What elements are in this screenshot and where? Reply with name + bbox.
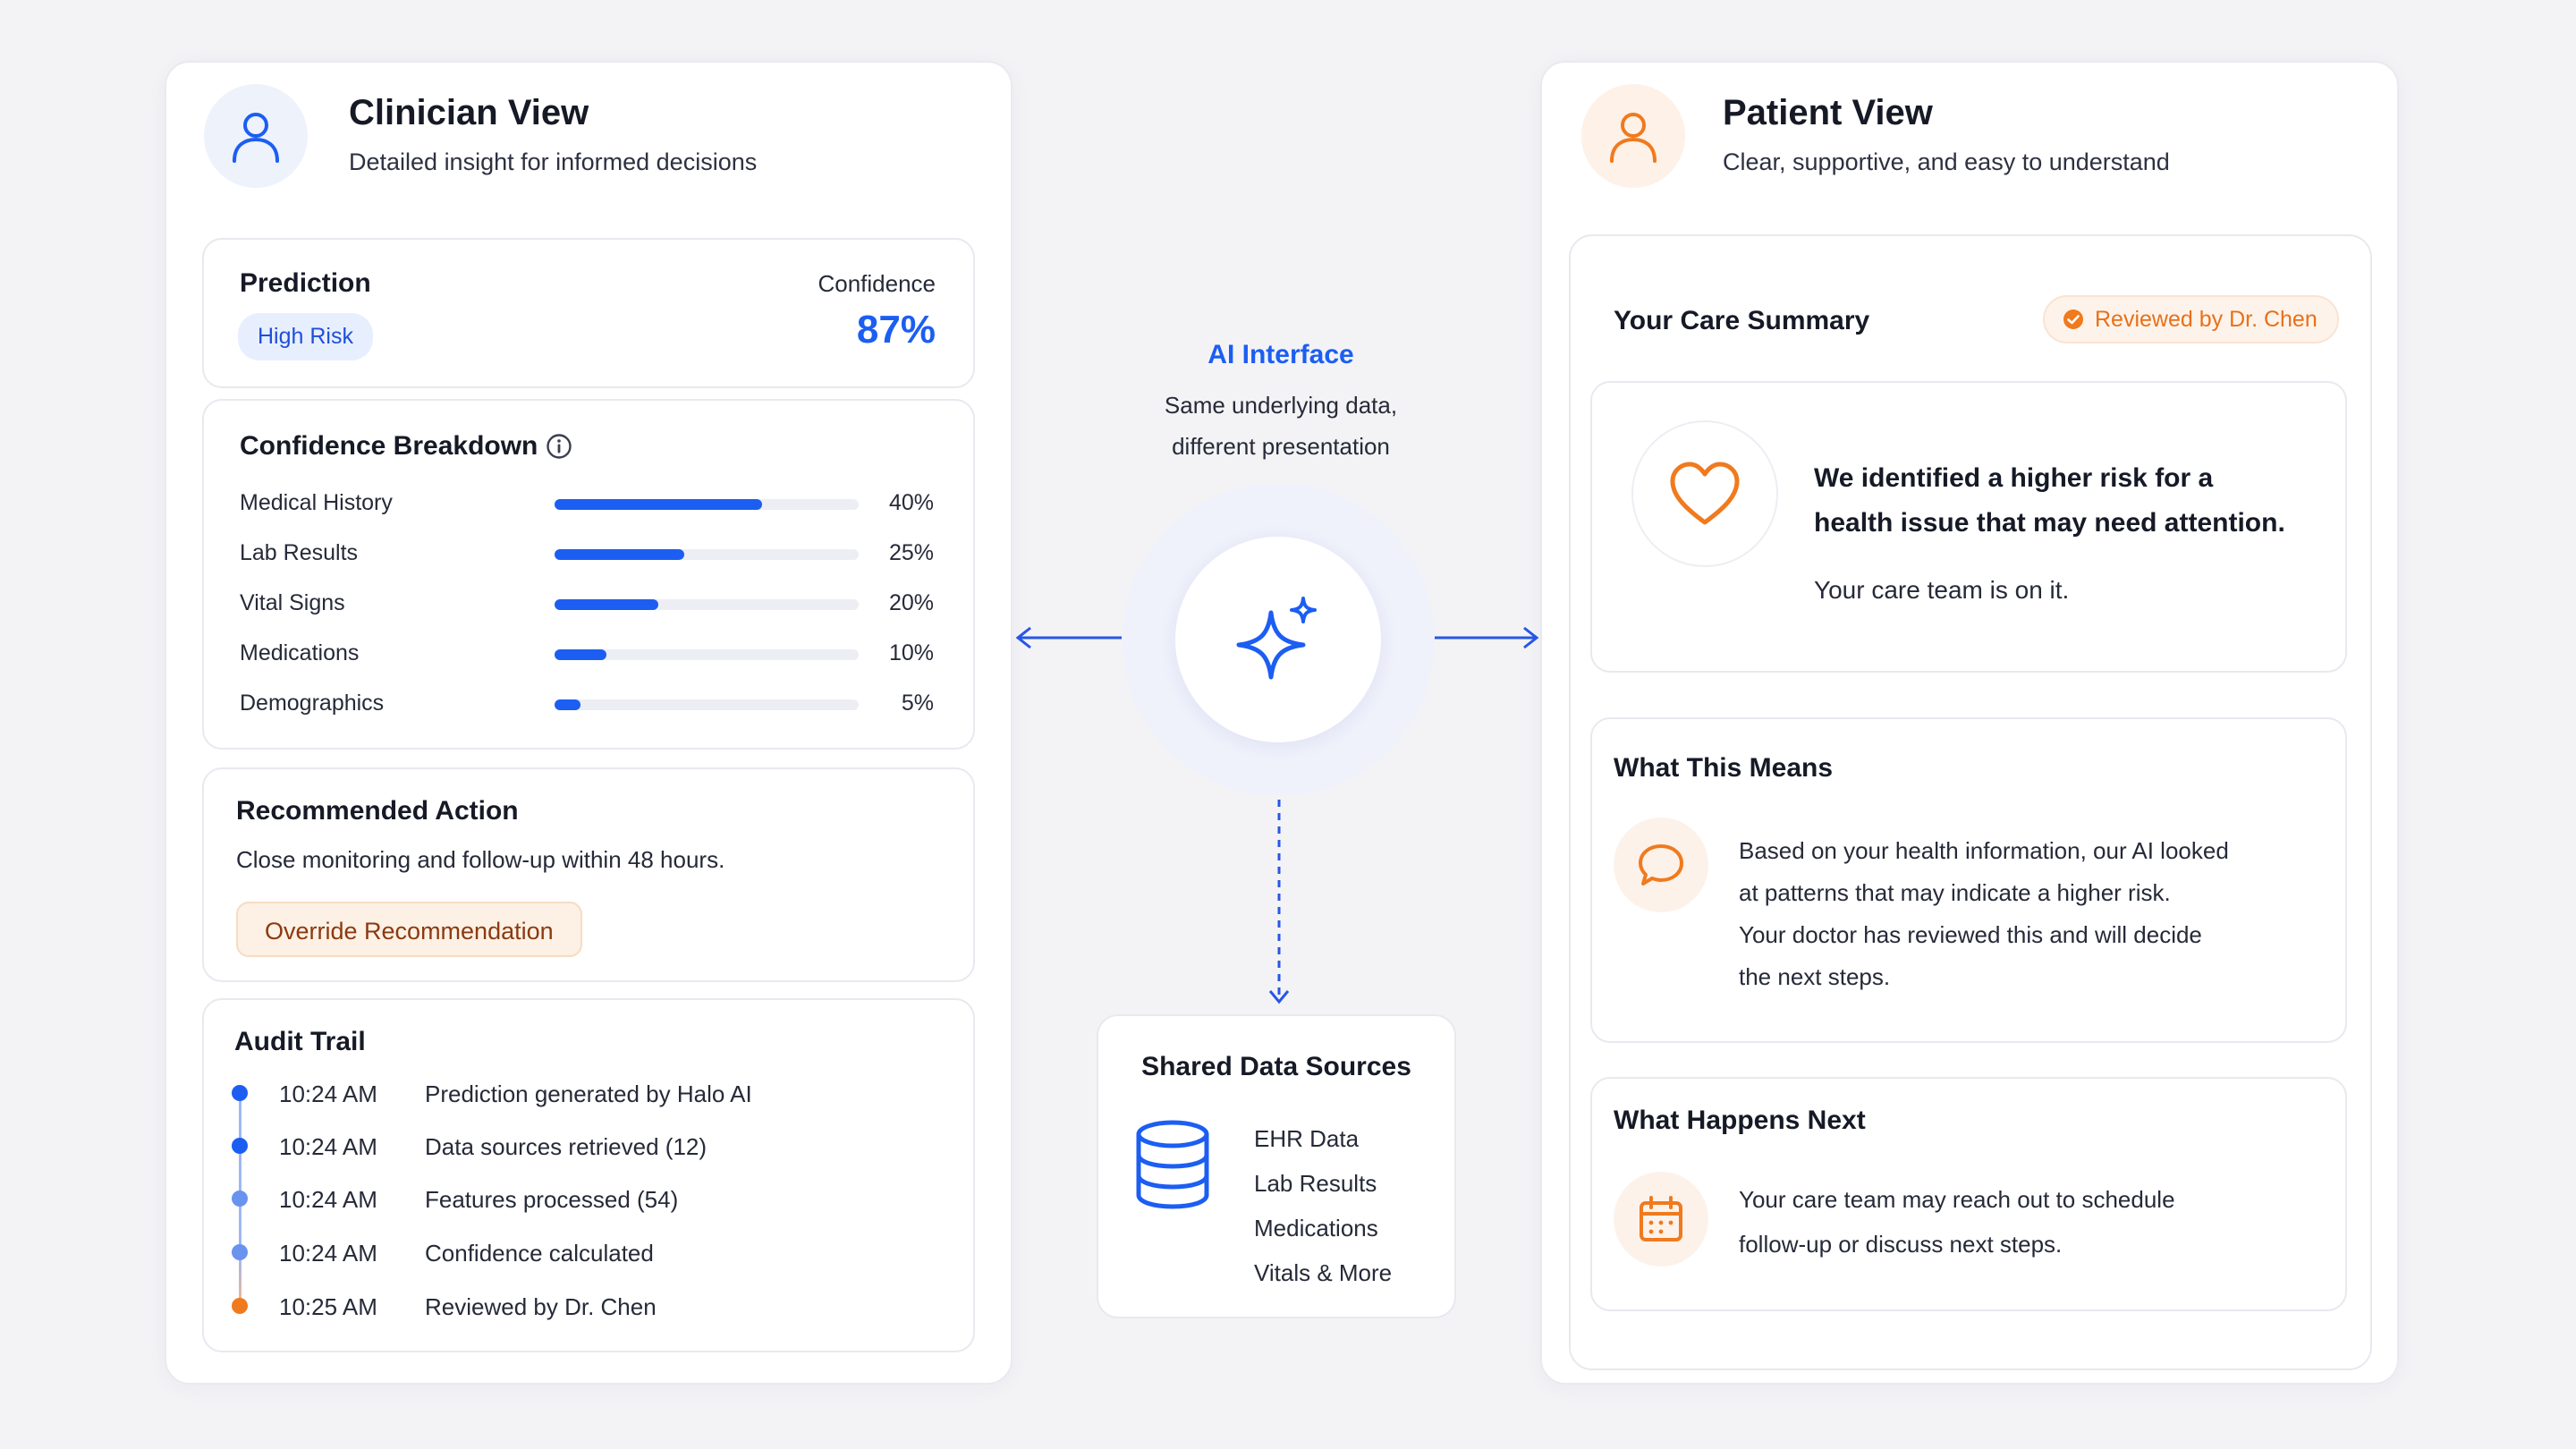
breakdown-bar-fill [555, 499, 762, 510]
care-summary-title: Your Care Summary [1614, 306, 1870, 335]
chat-bubble-icon [1639, 844, 1683, 886]
audit-time: 10:25 AM [279, 1293, 377, 1320]
breakdown-label: Lab Results [240, 540, 359, 565]
breakdown-bar-track [555, 549, 859, 560]
prediction-label: Prediction [240, 268, 371, 298]
arrow-left [1015, 626, 1122, 649]
what-next-line: follow-up or discuss next steps. [1739, 1231, 2063, 1258]
breakdown-label: Medications [240, 640, 360, 665]
what-means-line: the next steps. [1739, 963, 1891, 990]
ai-interface-line2: different presentation [1172, 433, 1390, 460]
info-icon[interactable] [546, 433, 572, 460]
what-means-card [1590, 717, 2347, 1043]
heart-icon [1670, 462, 1740, 525]
ai-interface-line1: Same underlying data, [1164, 392, 1398, 419]
shared-data-item: Lab Results [1254, 1170, 1377, 1197]
clinician-avatar [204, 84, 308, 188]
shared-data-item: EHR Data [1254, 1125, 1360, 1152]
calendar-icon [1640, 1196, 1682, 1241]
reviewed-badge: Reviewed by Dr. Chen [2043, 295, 2339, 343]
breakdown-card [202, 399, 975, 750]
breakdown-percent: 25% [888, 540, 934, 565]
audit-dot [232, 1191, 248, 1207]
breakdown-bar-track [555, 599, 859, 610]
breakdown-title: Confidence Breakdown [240, 431, 538, 461]
audit-text: Reviewed by Dr. Chen [425, 1293, 657, 1320]
breakdown-bar-fill [555, 549, 684, 560]
audit-dot [232, 1085, 248, 1101]
audit-dot [232, 1298, 248, 1314]
confidence-label: Confidence [818, 270, 936, 297]
shared-data-item: Vitals & More [1254, 1259, 1393, 1286]
breakdown-label: Medical History [240, 490, 393, 515]
arrow-right [1435, 626, 1539, 649]
breakdown-bar-track [555, 649, 859, 660]
patient-title: Patient View [1723, 93, 1933, 132]
override-recommendation-button[interactable]: Override Recommendation [236, 902, 582, 957]
risk-reassurance: Your care team is on it. [1814, 576, 2070, 604]
audit-text: Data sources retrieved (12) [425, 1133, 708, 1160]
calendar-circle [1614, 1172, 1708, 1267]
audit-dot [232, 1138, 248, 1154]
breakdown-bar-fill [555, 599, 658, 610]
audit-text: Confidence calculated [425, 1240, 654, 1267]
database-icon [1136, 1120, 1209, 1209]
patient-avatar [1581, 84, 1685, 188]
what-means-line: Your doctor has reviewed this and will d… [1739, 921, 2202, 948]
clinician-subtitle: Detailed insight for informed decisions [349, 148, 758, 175]
breakdown-bar-track [555, 699, 859, 710]
what-means-line: at patterns that may indicate a higher r… [1739, 879, 2171, 906]
audit-text: Features processed (54) [425, 1186, 679, 1213]
recommended-title: Recommended Action [236, 796, 519, 826]
breakdown-bar-fill [555, 649, 606, 660]
shared-data-item: Medications [1254, 1215, 1378, 1241]
confidence-value: 87% [856, 308, 936, 352]
audit-time: 10:24 AM [279, 1186, 377, 1213]
breakdown-label: Vital Signs [240, 590, 345, 615]
risk-heading-line1: We identified a higher risk for a [1814, 463, 2214, 493]
what-next-card [1590, 1077, 2347, 1311]
audit-card [202, 998, 975, 1352]
audit-time: 10:24 AM [279, 1133, 377, 1160]
user-icon [1610, 113, 1657, 163]
what-means-title: What This Means [1614, 753, 1834, 783]
shared-data-title: Shared Data Sources [1141, 1052, 1411, 1081]
breakdown-label: Demographics [240, 691, 385, 716]
risk-heading-line2: health issue that may need attention. [1814, 508, 2285, 538]
heart-circle [1631, 420, 1778, 567]
audit-time: 10:24 AM [279, 1080, 377, 1107]
breakdown-percent: 10% [888, 640, 934, 665]
clinician-title: Clinician View [349, 93, 589, 132]
check-circle-icon [2063, 309, 2083, 329]
recommended-text: Close monitoring and follow-up within 48… [236, 846, 725, 873]
what-means-line: Based on your health information, our AI… [1739, 837, 2229, 864]
audit-dot [232, 1244, 248, 1260]
sparkle-icon [1236, 597, 1317, 680]
user-icon [233, 113, 279, 163]
patient-subtitle: Clear, supportive, and easy to understan… [1723, 148, 2170, 175]
breakdown-bar-track [555, 499, 859, 510]
chat-circle [1614, 818, 1708, 912]
breakdown-percent: 20% [888, 590, 934, 615]
ai-interface-title: AI Interface [1208, 340, 1354, 369]
audit-time: 10:24 AM [279, 1240, 377, 1267]
reviewed-badge-label: Reviewed by Dr. Chen [2095, 306, 2318, 332]
what-next-title: What Happens Next [1614, 1106, 1866, 1135]
arrow-down-dashed [1268, 800, 1290, 1004]
breakdown-percent: 5% [901, 691, 934, 716]
audit-text: Prediction generated by Halo AI [425, 1080, 752, 1107]
audit-title: Audit Trail [234, 1027, 366, 1056]
what-next-line: Your care team may reach out to schedule [1739, 1186, 2175, 1213]
risk-badge: High Risk [238, 313, 373, 360]
breakdown-percent: 40% [888, 490, 934, 515]
breakdown-bar-fill [555, 699, 580, 710]
ai-hub[interactable] [1175, 537, 1381, 742]
